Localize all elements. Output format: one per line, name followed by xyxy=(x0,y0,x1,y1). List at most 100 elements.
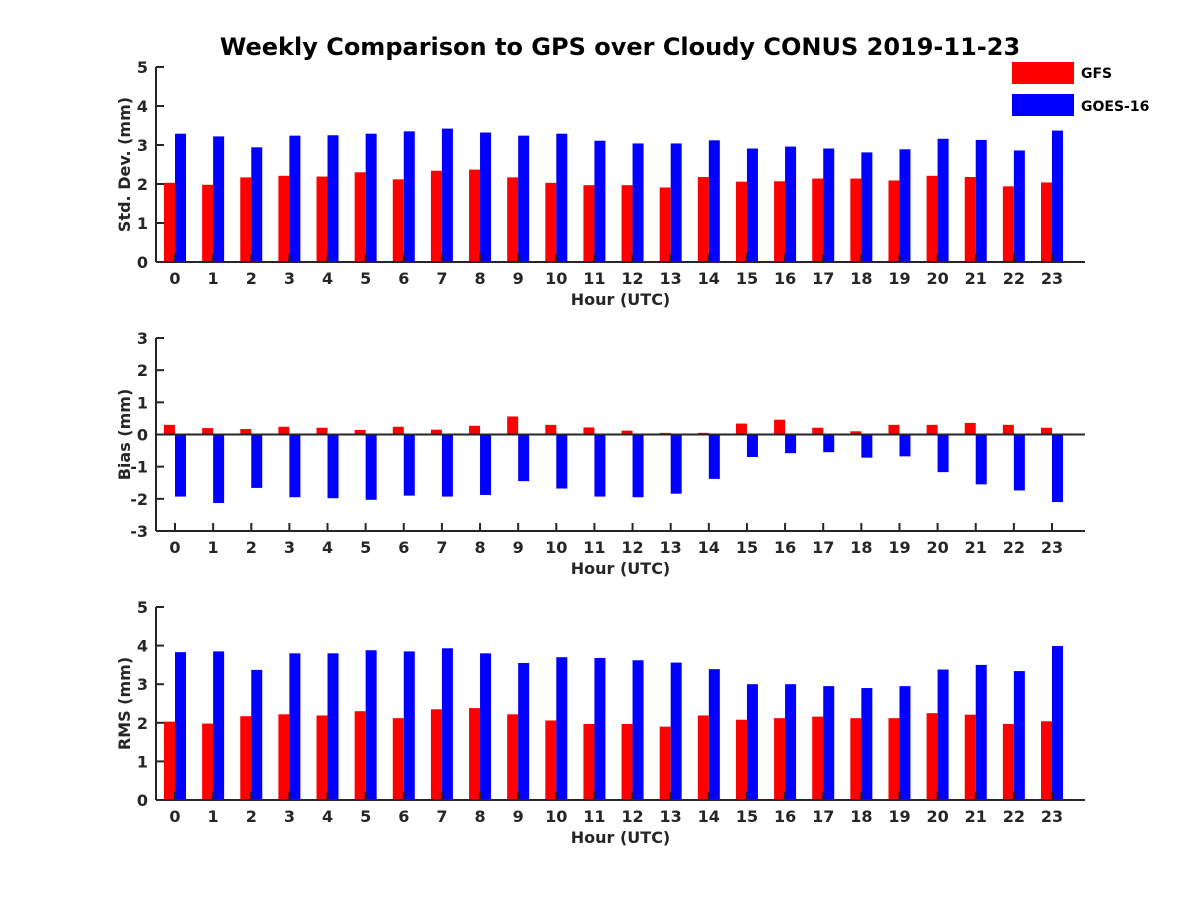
rms-bar-goes16-7 xyxy=(441,648,453,800)
rms-x-tick-label: 17 xyxy=(812,807,834,826)
std-dev-bar-gfs-5 xyxy=(354,172,366,262)
legend-label-goes16: GOES-16 xyxy=(1081,99,1149,115)
bias-x-axis-label: Hour (UTC) xyxy=(571,559,671,578)
bias-bar-gfs-9 xyxy=(507,416,519,435)
legend-swatch-gfs xyxy=(1012,62,1074,84)
std-dev-y-axis-label: Std. Dev. (mm) xyxy=(115,97,134,232)
rms-bar-gfs-14 xyxy=(697,715,709,800)
bias-bar-gfs-18 xyxy=(850,431,862,435)
std-dev-bar-goes16-5 xyxy=(365,133,377,262)
rms-x-tick-label: 6 xyxy=(398,807,409,826)
std-dev-x-tick-label: 2 xyxy=(246,269,257,288)
rms-bar-gfs-17 xyxy=(812,716,824,800)
rms-bar-goes16-1 xyxy=(213,651,225,800)
bias-x-tick-label: 18 xyxy=(850,538,872,557)
bias-bar-gfs-6 xyxy=(392,426,404,435)
std-dev-bar-gfs-13 xyxy=(659,187,671,262)
std-dev-bar-goes16-4 xyxy=(327,135,339,262)
std-dev-x-tick-label: 16 xyxy=(774,269,796,288)
rms-x-tick-label: 0 xyxy=(169,807,180,826)
std-dev-bar-goes16-13 xyxy=(670,143,682,262)
std-dev-bar-goes16-12 xyxy=(632,143,644,262)
bias-x-tick-label: 3 xyxy=(284,538,295,557)
bias-bar-goes16-1 xyxy=(213,434,225,504)
std-dev-bar-gfs-2 xyxy=(240,177,252,262)
bias-y-tick-label: -1 xyxy=(130,458,148,477)
rms-bar-gfs-23 xyxy=(1040,721,1052,800)
rms-bar-goes16-20 xyxy=(937,669,949,800)
std-dev-x-tick-label: 11 xyxy=(583,269,605,288)
rms-x-tick-label: 1 xyxy=(208,807,219,826)
bias-y-tick-label: 2 xyxy=(137,361,148,380)
std-dev-bar-gfs-11 xyxy=(583,185,595,262)
std-dev-bar-goes16-17 xyxy=(823,148,835,262)
bias-x-tick-label: 6 xyxy=(398,538,409,557)
rms-bar-gfs-19 xyxy=(888,718,900,800)
rms-bar-gfs-16 xyxy=(774,718,786,800)
bias-x-tick-label: 21 xyxy=(965,538,987,557)
bias-x-tick-label: 7 xyxy=(436,538,447,557)
std-dev-x-tick-label: 18 xyxy=(850,269,872,288)
std-dev-bar-gfs-12 xyxy=(621,185,633,262)
bias-bar-goes16-16 xyxy=(785,434,797,454)
bias-x-tick-label: 23 xyxy=(1041,538,1063,557)
bias-bar-gfs-15 xyxy=(735,423,747,435)
std-dev-bar-gfs-14 xyxy=(697,176,709,262)
bias-bar-gfs-22 xyxy=(1002,424,1014,435)
rms-bar-goes16-18 xyxy=(861,688,873,800)
std-dev-x-tick-label: 12 xyxy=(621,269,643,288)
std-dev-bar-gfs-0 xyxy=(164,182,175,262)
rms-bar-goes16-0 xyxy=(175,652,186,800)
std-dev-x-axis-label: Hour (UTC) xyxy=(571,290,671,309)
std-dev-bar-goes16-0 xyxy=(175,133,186,262)
bias-bar-goes16-9 xyxy=(518,434,530,482)
rms-bar-gfs-7 xyxy=(430,709,442,800)
rms-bar-gfs-20 xyxy=(926,713,938,800)
std-dev-y-tick-label: 1 xyxy=(137,214,148,233)
std-dev-bar-goes16-14 xyxy=(708,140,720,262)
std-dev-bar-gfs-17 xyxy=(812,178,824,262)
bias-bar-gfs-1 xyxy=(202,428,214,435)
rms-x-tick-label: 12 xyxy=(621,807,643,826)
bias-x-tick-label: 16 xyxy=(774,538,796,557)
rms-bar-gfs-12 xyxy=(621,723,633,800)
bias-x-tick-label: 13 xyxy=(660,538,682,557)
rms-x-tick-label: 4 xyxy=(322,807,333,826)
bias-x-tick-label: 12 xyxy=(621,538,643,557)
rms-x-tick-label: 2 xyxy=(246,807,257,826)
bias-x-tick-label: 8 xyxy=(474,538,485,557)
bias-bar-gfs-2 xyxy=(240,429,252,435)
rms-bar-gfs-9 xyxy=(507,714,519,800)
bias-y-tick-label: 3 xyxy=(137,329,148,348)
std-dev-bar-gfs-6 xyxy=(392,179,404,262)
std-dev-y-tick-label: 4 xyxy=(137,97,148,116)
bias-bar-goes16-21 xyxy=(975,434,987,485)
bias-bar-goes16-15 xyxy=(746,434,758,458)
std-dev-bar-gfs-3 xyxy=(278,175,290,262)
rms-bar-goes16-14 xyxy=(708,669,720,800)
rms-x-axis-label: Hour (UTC) xyxy=(571,828,671,847)
std-dev-bar-gfs-9 xyxy=(507,177,519,262)
bias-bar-goes16-12 xyxy=(632,434,644,498)
std-dev-y-tick-label: 5 xyxy=(137,58,148,77)
std-dev-x-tick-label: 8 xyxy=(474,269,485,288)
std-dev-bar-goes16-11 xyxy=(594,140,606,262)
std-dev-bar-gfs-16 xyxy=(774,181,786,262)
std-dev-bar-goes16-16 xyxy=(785,146,797,262)
bias-bar-gfs-4 xyxy=(316,427,328,435)
rms-x-tick-label: 11 xyxy=(583,807,605,826)
rms-y-tick-label: 3 xyxy=(137,675,148,694)
bias-bar-goes16-20 xyxy=(937,434,949,473)
rms-x-tick-label: 15 xyxy=(736,807,758,826)
rms-x-tick-label: 5 xyxy=(360,807,371,826)
std-dev-bar-gfs-19 xyxy=(888,180,900,262)
bias-bar-goes16-11 xyxy=(594,434,606,497)
rms-bar-goes16-17 xyxy=(823,686,835,800)
rms-bar-goes16-2 xyxy=(251,669,263,800)
std-dev-x-tick-label: 20 xyxy=(926,269,948,288)
std-dev-x-tick-label: 9 xyxy=(513,269,524,288)
std-dev-bar-goes16-10 xyxy=(556,133,568,262)
